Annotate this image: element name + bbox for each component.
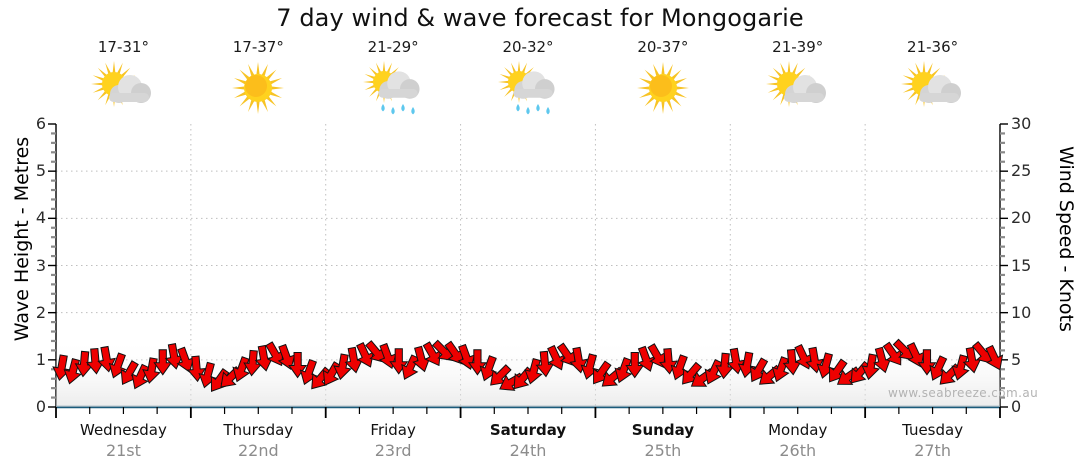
day-label: Sunday 25th xyxy=(595,420,730,472)
left-axis-tick-label: 4 xyxy=(35,208,46,228)
day-name: Sunday xyxy=(631,421,695,439)
right-axis-tick-label: 10 xyxy=(1011,302,1032,322)
page-title: 7 day wind & wave forecast for Mongogari… xyxy=(276,4,804,32)
wind-arrow xyxy=(951,354,970,381)
sun-behind-cloud-icon xyxy=(87,60,159,118)
sun-icon xyxy=(222,60,294,118)
day-name: Friday xyxy=(370,421,416,439)
day-header: 21-36° xyxy=(865,38,1000,120)
day-header-strip: 17-31° 17-37° 21-29° 20-32° 20-37° 21-39° … xyxy=(56,38,1000,120)
temperature-range: 21-39° xyxy=(772,38,824,56)
left-axis-tick-label: 2 xyxy=(35,302,46,322)
day-header: 17-37° xyxy=(191,38,326,120)
day-label-strip: Wednesday 21st Thursday 22nd Friday 23rd Satur… xyxy=(56,420,1000,472)
temperature-range: 20-37° xyxy=(637,38,689,56)
day-name: Monday xyxy=(768,421,828,439)
left-axis-title: Wave Height - Metres xyxy=(11,136,33,342)
day-date: 24th xyxy=(509,441,547,460)
left-axis-tick-label: 3 xyxy=(35,255,46,275)
sun-cloud-rain-icon xyxy=(492,60,564,118)
temperature-range: 17-37° xyxy=(232,38,284,56)
day-header: 21-39° xyxy=(730,38,865,120)
left-axis-tick-label: 6 xyxy=(35,114,46,133)
right-axis-title: Wind Speed - Knots xyxy=(1055,146,1077,332)
day-label: Friday 23rd xyxy=(326,420,461,472)
right-axis-tick-label: 30 xyxy=(1011,114,1032,133)
temperature-range: 17-31° xyxy=(97,38,149,56)
wind-arrow xyxy=(861,353,880,381)
day-date: 27th xyxy=(914,441,951,460)
right-axis-tick-label: 5 xyxy=(1011,349,1022,369)
temperature-range: 20-32° xyxy=(502,38,554,56)
wind-arrow xyxy=(985,344,1004,371)
right-axis-tick-label: 25 xyxy=(1011,161,1032,181)
temperature-range: 21-36° xyxy=(907,38,959,56)
day-header: 20-32° xyxy=(461,38,596,120)
sun-icon xyxy=(627,60,699,118)
day-label: Tuesday 27th xyxy=(865,420,1000,472)
wind-arrow xyxy=(614,357,633,384)
sun-behind-cloud-icon xyxy=(762,60,834,118)
day-name: Wednesday xyxy=(80,421,167,439)
right-axis-tick-label: 20 xyxy=(1011,208,1032,228)
sun-behind-cloud-icon xyxy=(897,60,969,118)
day-label: Saturday 24th xyxy=(461,420,596,472)
day-name: Tuesday xyxy=(902,421,964,439)
wind-arrow xyxy=(401,354,419,380)
right-axis-tick-label: 0 xyxy=(1011,397,1022,416)
day-date: 22nd xyxy=(237,441,279,460)
day-date: 26th xyxy=(779,441,817,460)
day-date: 25th xyxy=(644,441,682,460)
day-name: Saturday xyxy=(489,421,567,439)
left-axis-tick-label: 1 xyxy=(35,349,46,369)
day-label: Thursday 22nd xyxy=(191,420,326,472)
day-header: 21-29° xyxy=(326,38,461,120)
day-header: 17-31° xyxy=(56,38,191,120)
day-label: Monday 26th xyxy=(730,420,865,472)
wind-arrow xyxy=(333,353,352,381)
day-label: Wednesday 21st xyxy=(56,420,191,472)
right-axis-tick-label: 15 xyxy=(1011,255,1032,275)
day-date: 21st xyxy=(105,441,141,460)
day-name: Thursday xyxy=(223,421,294,439)
day-date: 23rd xyxy=(374,441,412,460)
left-axis-tick-label: 5 xyxy=(35,161,46,181)
day-header: 20-37° xyxy=(595,38,730,120)
sun-cloud-rain-icon xyxy=(357,60,429,118)
watermark: www.seabreeze.com.au xyxy=(888,386,1039,400)
temperature-range: 21-29° xyxy=(367,38,419,56)
left-axis-tick-label: 0 xyxy=(35,397,46,416)
